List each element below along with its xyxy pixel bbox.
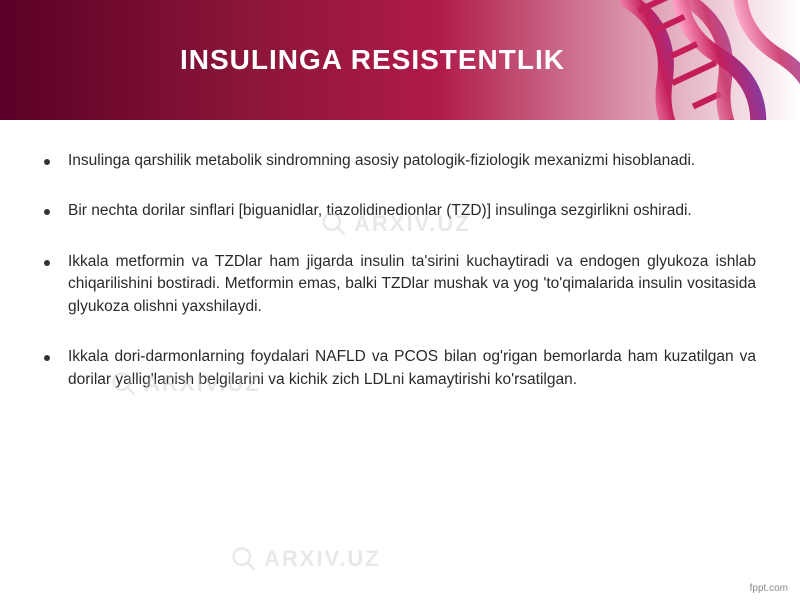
bullet-text: Ikkala dori-darmonlarning foydalari NAFL…: [68, 346, 756, 391]
slide-content: Insulinga qarshilik metabolik sindromnin…: [0, 120, 800, 391]
search-icon: [230, 545, 258, 573]
bullet-item: Insulinga qarshilik metabolik sindromnin…: [44, 150, 756, 172]
bullet-icon: [44, 355, 50, 361]
footer-credit: fppt.com: [750, 583, 788, 594]
bullet-text: Insulinga qarshilik metabolik sindromnin…: [68, 150, 695, 172]
bullet-icon: [44, 260, 50, 266]
bullet-icon: [44, 209, 50, 215]
bullet-item: Ikkala metformin va TZDlar ham jigarda i…: [44, 251, 756, 318]
watermark: ARXIV.UZ: [230, 545, 381, 573]
slide-title: INSULINGA RESISTENTLIK: [180, 44, 565, 76]
dna-icon: [620, 0, 800, 120]
bullet-item: Bir nechta dorilar sinflari [biguanidlar…: [44, 200, 756, 222]
bullet-icon: [44, 159, 50, 165]
watermark-text: ARXIV.UZ: [264, 546, 381, 572]
slide-header: INSULINGA RESISTENTLIK: [0, 0, 800, 120]
bullet-item: Ikkala dori-darmonlarning foydalari NAFL…: [44, 346, 756, 391]
bullet-text: Bir nechta dorilar sinflari [biguanidlar…: [68, 200, 692, 222]
bullet-text: Ikkala metformin va TZDlar ham jigarda i…: [68, 251, 756, 318]
